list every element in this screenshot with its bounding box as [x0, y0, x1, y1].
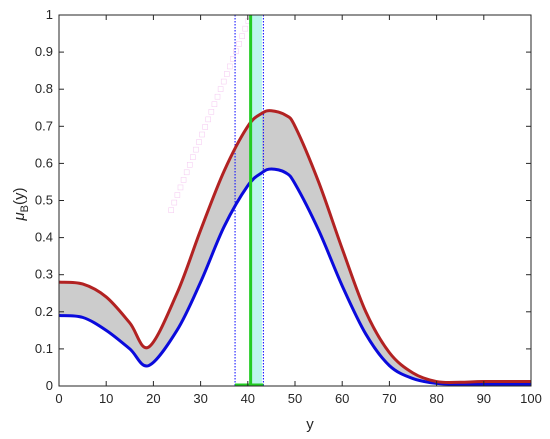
staircase-step	[174, 192, 181, 198]
staircase-step	[224, 71, 230, 77]
y-tick-label: 1	[46, 7, 53, 22]
staircase-step	[220, 78, 227, 85]
x-tick-label: 50	[288, 391, 302, 406]
staircase-step	[205, 116, 212, 123]
staircase-step	[211, 101, 218, 108]
staircase-step	[171, 199, 178, 206]
y-axis-label-sub: B	[19, 205, 31, 212]
x-tick-label: 10	[99, 391, 113, 406]
staircase-step	[177, 184, 184, 191]
x-axis-label: y	[306, 416, 314, 433]
x-tick-label: 100	[520, 391, 542, 406]
upper-membership-curve	[58, 109, 532, 384]
staircase-step	[196, 139, 202, 145]
y-tick-label: 0	[46, 378, 53, 393]
axes: 0 10 20 30 40 50 60 70 80 90 100 0 0.1 0.2 0.3 0.4 0.5 0.…	[35, 7, 542, 406]
x-tick-label: 90	[477, 391, 491, 406]
staircase-step	[199, 131, 205, 138]
staircase-step	[190, 154, 196, 160]
y-tick-label: 0.7	[35, 118, 53, 133]
y-tick-label: 0.2	[35, 304, 53, 319]
staircase-step	[233, 48, 239, 55]
y-tick-label: 0.1	[35, 341, 53, 356]
y-axis-label: μB(y)	[11, 187, 31, 221]
centroid-interval-band	[251, 15, 262, 386]
staircase-step	[186, 162, 193, 168]
y-tick-label: 0.6	[35, 155, 53, 170]
y-tick-label: 0.4	[35, 230, 53, 245]
staircase-step	[239, 33, 245, 39]
x-tick-label: 70	[382, 391, 396, 406]
staircase-step	[242, 25, 249, 32]
staircase-step	[180, 177, 187, 183]
staircase-step	[168, 207, 174, 213]
y-tick-label: 0.8	[35, 81, 53, 96]
x-tick-label: 20	[146, 391, 160, 406]
footprint-of-uncertainty	[59, 110, 531, 385]
x-tick-label: 80	[429, 391, 443, 406]
svg-text:μB(y): μB(y)	[11, 187, 31, 221]
y-tick-label: 0.9	[35, 44, 53, 59]
plot-area	[58, 15, 532, 387]
staircase-step	[236, 41, 242, 47]
y-tick-label: 0.5	[35, 193, 53, 208]
staircase-step	[193, 146, 199, 153]
staircase-step	[230, 56, 236, 62]
x-tick-label: 30	[193, 391, 207, 406]
staircase-step	[208, 109, 215, 115]
staircase-step	[202, 124, 208, 130]
x-tick-label: 40	[241, 391, 255, 406]
x-tick-label: 60	[335, 391, 349, 406]
staircase-step	[214, 93, 221, 100]
y-axis-label-tail: (y)	[11, 187, 28, 205]
staircase-step	[217, 86, 224, 92]
y-axis-label-main: μ	[11, 212, 28, 221]
x-tick-label: 0	[55, 391, 62, 406]
staircase-step	[227, 63, 233, 70]
lower-membership-curve	[58, 167, 532, 386]
staircase-step	[183, 169, 190, 176]
y-tick-label: 0.3	[35, 267, 53, 282]
